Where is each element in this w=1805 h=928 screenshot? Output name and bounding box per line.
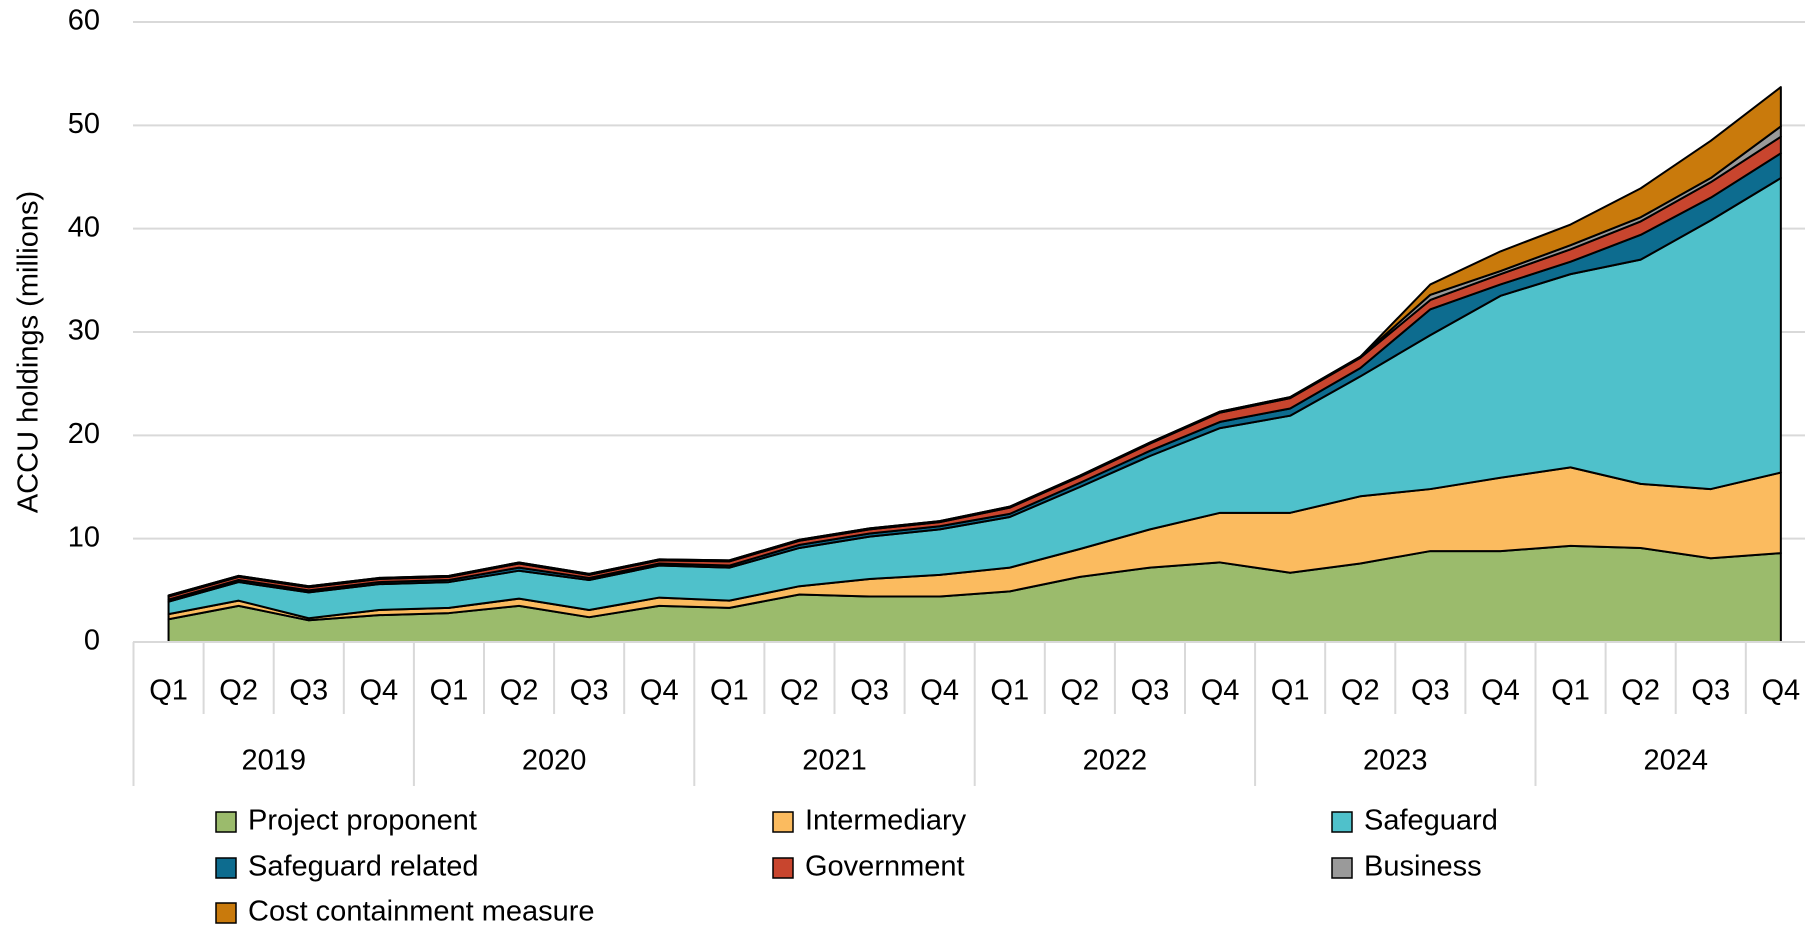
x-tick-label: Q4: [360, 675, 399, 707]
x-tick-label: Q1: [710, 675, 749, 707]
x-tick-label: Q4: [1762, 675, 1801, 707]
x-tick-label: Q1: [430, 675, 469, 707]
legend-label: Business: [1364, 851, 1482, 883]
y-tick-label: 30: [68, 315, 100, 347]
x-tick-label: Q3: [570, 675, 609, 707]
x-group-label: 2020: [522, 745, 587, 777]
x-tick-label: Q4: [1201, 675, 1240, 707]
legend-label: Safeguard: [1364, 805, 1498, 837]
legend-swatch: [772, 811, 794, 833]
x-group-label: 2022: [1083, 745, 1148, 777]
x-tick-label: Q3: [289, 675, 328, 707]
x-tick-label: Q1: [149, 675, 188, 707]
x-tick-label: Q3: [1691, 675, 1730, 707]
x-tick-label: Q4: [640, 675, 679, 707]
x-tick-label: Q3: [1411, 675, 1450, 707]
x-group-label: 2019: [241, 745, 306, 777]
x-tick-label: Q3: [850, 675, 889, 707]
x-tick-label: Q2: [500, 675, 539, 707]
x-tick-label: Q1: [1551, 675, 1590, 707]
x-tick-label: Q2: [1621, 675, 1660, 707]
y-tick-label: 0: [84, 625, 100, 657]
x-tick-label: Q2: [780, 675, 819, 707]
x-group-label: 2023: [1363, 745, 1428, 777]
legend-label: Cost containment measure: [248, 896, 595, 928]
y-axis-label: ACCU holdings (millions): [13, 191, 45, 513]
legend-swatch: [1331, 857, 1353, 879]
legend-label: Safeguard related: [248, 851, 479, 883]
y-tick-label: 60: [68, 5, 100, 37]
legend-swatch: [215, 857, 237, 879]
x-tick-label: Q3: [1131, 675, 1170, 707]
x-tick-label: Q4: [920, 675, 959, 707]
legend-swatch: [215, 902, 237, 924]
legend-swatch: [772, 857, 794, 879]
x-tick-label: Q4: [1481, 675, 1520, 707]
legend-swatch: [1331, 811, 1353, 833]
x-group-label: 2024: [1643, 745, 1708, 777]
x-tick-label: Q2: [219, 675, 258, 707]
legend-swatch: [215, 811, 237, 833]
x-tick-label: Q1: [990, 675, 1029, 707]
y-tick-label: 50: [68, 108, 100, 140]
legend-label: Project proponent: [248, 805, 477, 837]
x-tick-label: Q2: [1061, 675, 1100, 707]
x-tick-label: Q2: [1341, 675, 1380, 707]
y-tick-label: 10: [68, 521, 100, 553]
x-tick-label: Q1: [1271, 675, 1310, 707]
legend-label: Intermediary: [805, 805, 967, 837]
legend-label: Government: [805, 851, 965, 883]
y-tick-label: 20: [68, 418, 100, 450]
y-tick-label: 40: [68, 211, 100, 243]
area: [167, 86, 1782, 597]
x-group-label: 2021: [802, 745, 867, 777]
